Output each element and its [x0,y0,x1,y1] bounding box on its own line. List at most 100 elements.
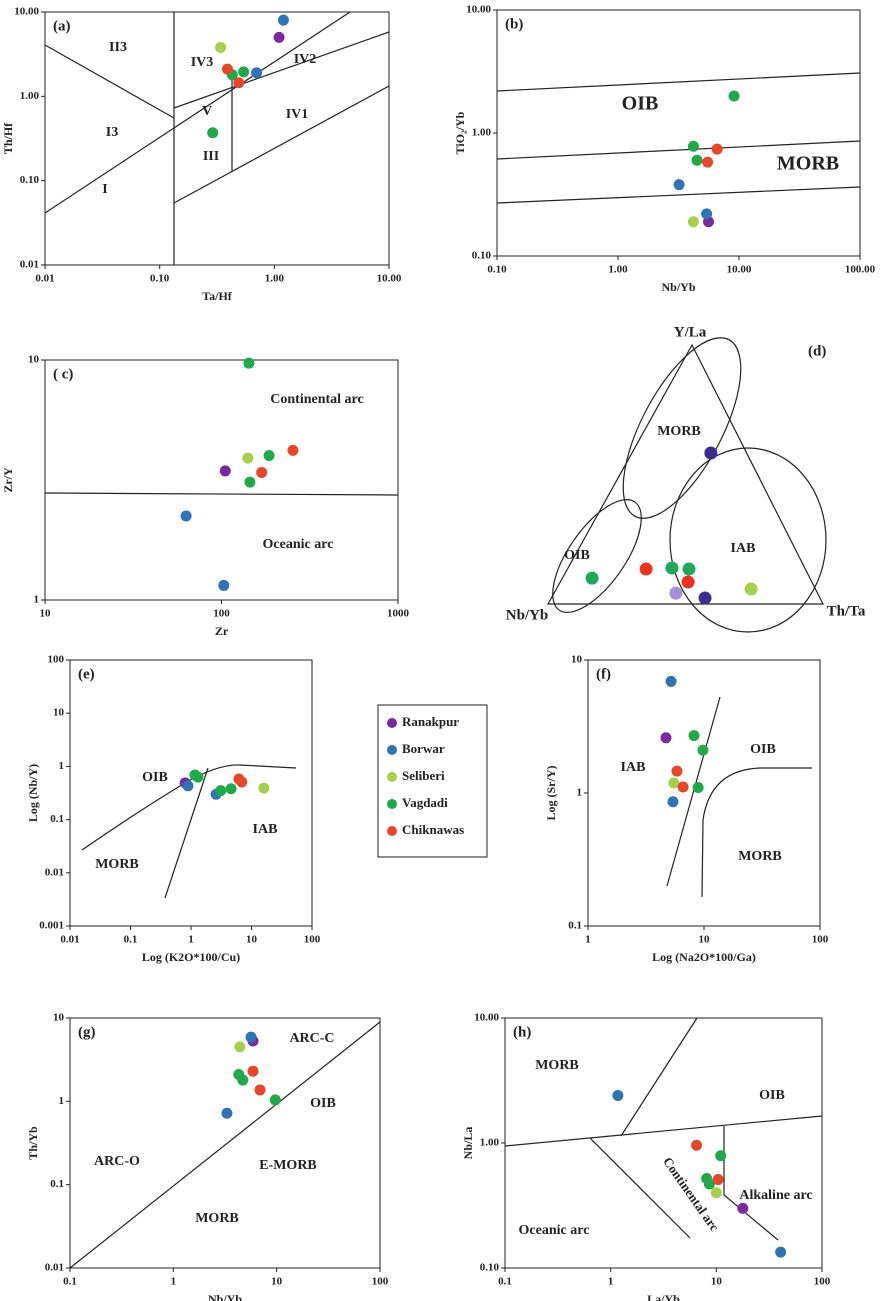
data-point [691,1139,703,1151]
boundary-c [44,492,399,496]
data-point [728,90,740,102]
boundaries-b [496,72,861,204]
y-tick-label: 0.1 [568,920,582,932]
plot-frame [587,659,821,927]
data-point [692,781,704,793]
region-label: MORB [95,857,139,872]
region-label: IV2 [294,52,317,67]
y-tick-label: 10 [53,1012,65,1024]
x-tick-label: 100 [213,608,230,620]
data-point [711,143,723,155]
region-label: Alkaline arc [739,1188,812,1203]
data-point [691,154,703,166]
y-tick-label: 10.00 [474,1012,499,1024]
vertex-label: Y/La [674,324,707,340]
region-label: MORB [195,1211,239,1226]
data-point [682,562,696,576]
y-tick-label: 1.00 [20,90,40,102]
y-tick-label: 0.10 [480,1262,500,1274]
data-point [701,208,713,220]
x-tick-label: 1 [188,934,194,946]
legend-marker [387,745,397,755]
y-axis-label: Th/Hf [1,122,15,154]
data-point [243,357,255,369]
legend-marker [387,799,397,809]
y-tick-label: 1.00 [480,1137,500,1149]
x-tick-label: 100 [372,1276,389,1288]
y-tick-label: 10 [571,654,583,666]
data-point [236,776,248,788]
region-label: OIB [564,548,590,563]
plot-frame [44,11,390,266]
data-point [218,579,230,591]
boundaries-a [44,11,390,265]
data-point [207,127,219,139]
data-point [215,41,227,53]
data-point [665,675,677,687]
y-axis-label: TiO₂/Yb [453,111,467,154]
y-tick-label: 1.00 [472,127,492,139]
data-point [244,476,256,488]
data-point [681,575,695,589]
region-label: ARC-O [94,1154,140,1169]
data-point [712,1174,724,1186]
x-tick-label: 0.10 [150,273,170,285]
x-tick-label: 10.00 [377,273,402,285]
data-point [585,571,599,585]
x-axis-label: Nb/Yb [661,280,695,294]
data-point [221,63,233,75]
x-tick-label: 0.10 [487,264,507,276]
y-tick-label: 0.01 [20,259,39,271]
x-tick-label: 0.1 [498,1276,512,1288]
data-point [660,732,672,744]
y-axis-label: Log (Sr/Y) [544,766,558,821]
legend-label: Chiknawas [402,822,464,837]
region-label: OIB [142,770,168,785]
data-point [715,1150,727,1162]
x-tick-label: 0.01 [60,934,79,946]
legend-marker [387,718,397,728]
region-label: OIB [759,1088,785,1103]
data-point [219,465,231,477]
x-axis-label: Zr [215,624,229,638]
data-point [697,744,709,756]
data-point [737,1202,749,1214]
data-point [254,1084,266,1096]
y-tick-label: 0.1 [50,1178,64,1190]
data-point [687,140,699,152]
region-label: III [203,149,219,164]
legend-label: Seliberi [402,768,445,783]
panel-label: (b) [505,16,523,32]
data-point [277,14,289,26]
x-tick-label: 100 [812,934,829,946]
data-point [702,156,714,168]
vertex-label: Nb/Yb [506,607,549,623]
y-axis-label: Nb/La [461,1127,475,1160]
x-tick-label: 100 [304,934,321,946]
region-label: V [202,104,212,119]
y-tick-label: 10 [28,354,40,366]
x-axis-label: Ta/Hf [202,289,233,303]
data-point [269,1094,281,1106]
panel-label: (h) [513,1024,531,1040]
boundaries-h [504,1017,823,1241]
data-point [673,179,685,191]
legend-marker [387,826,397,836]
legend-label: Borwar [402,741,445,756]
data-point [245,1031,257,1043]
data-point [180,510,192,522]
x-tick-label: 10 [246,934,258,946]
y-tick-label: 10.00 [14,6,39,18]
x-tick-label: 1 [171,1276,177,1288]
region-label: IAB [621,760,646,775]
x-tick-label: 1.00 [265,273,285,285]
y-tick-label: 1 [34,594,40,606]
x-tick-label: 0.1 [124,934,138,946]
x-tick-label: 1000 [387,608,410,620]
x-tick-label: 1 [585,934,591,946]
data-point [612,1089,624,1101]
data-point [263,450,275,462]
region-label: IV1 [286,107,309,122]
data-point [258,782,270,794]
y-tick-label: 0.1 [50,813,64,825]
